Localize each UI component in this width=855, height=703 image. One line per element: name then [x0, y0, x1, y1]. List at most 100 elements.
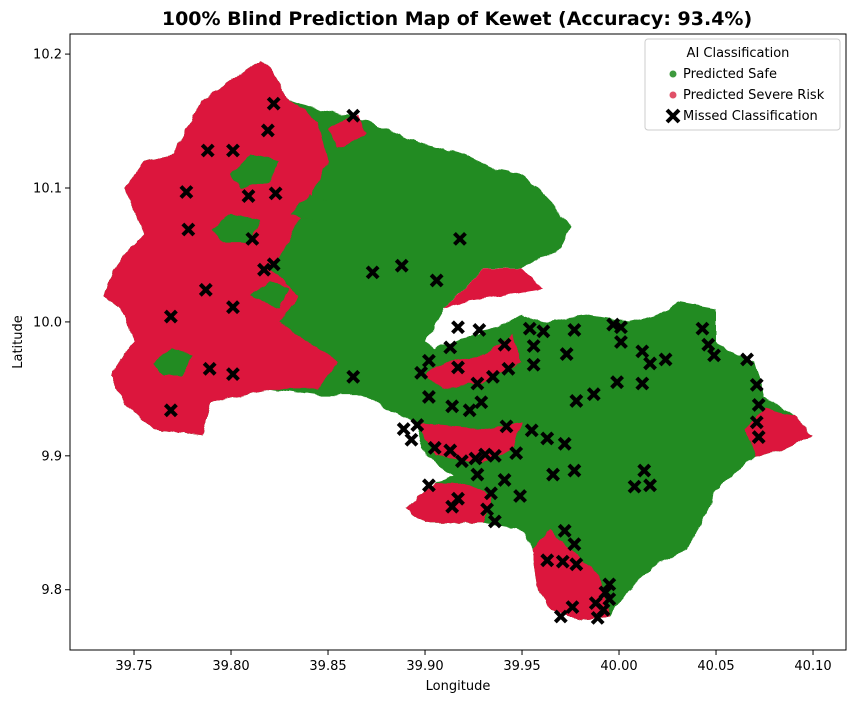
missed-point	[462, 403, 477, 418]
missed-point	[202, 361, 217, 376]
missed-point	[260, 123, 275, 138]
risk-region-3	[745, 409, 813, 456]
legend-title: AI Classification	[687, 46, 790, 61]
missed-point	[643, 356, 657, 371]
missed-point	[200, 143, 215, 158]
risk-region-0	[104, 60, 338, 436]
missed-point	[487, 514, 502, 529]
missed-point	[557, 523, 572, 538]
missed-point	[472, 323, 487, 337]
missed-point	[526, 357, 541, 372]
missed-point	[751, 430, 766, 444]
missed-point	[421, 478, 436, 493]
missed-point	[524, 423, 539, 438]
missed-point	[695, 321, 710, 336]
missed-point	[245, 231, 260, 246]
x-tick-label: 39.95	[503, 659, 540, 674]
y-tick-label: 9.9	[41, 449, 62, 464]
missed-point	[540, 431, 555, 446]
missed-point	[569, 557, 584, 572]
legend-label-safe: Predicted Safe	[683, 67, 777, 82]
missed-point	[480, 502, 495, 517]
missed-point	[266, 257, 281, 272]
missed-point	[429, 273, 444, 288]
missed-point	[658, 352, 673, 367]
missed-point	[499, 419, 514, 434]
missed-point	[635, 344, 650, 359]
missed-point	[453, 231, 467, 246]
missed-point	[486, 369, 500, 384]
legend: AI Classification Predicted Safe Predict…	[644, 38, 841, 131]
plot-frame	[69, 33, 847, 651]
missed-point	[421, 353, 436, 368]
legend-marker-risk	[669, 91, 677, 99]
missed-point	[474, 395, 489, 410]
missed-point	[478, 447, 493, 462]
missed-point	[163, 309, 178, 324]
missed-point	[557, 436, 572, 451]
missed-point	[513, 489, 527, 503]
missed-point	[365, 265, 380, 280]
missed-point	[257, 262, 271, 277]
y-axis-label: Latitude	[11, 315, 26, 369]
y-axis: 9.8 9.9 10.0 10.1 10.2	[33, 48, 70, 598]
missed-point	[451, 360, 465, 375]
missed-point	[627, 479, 642, 494]
legend-marker-safe	[669, 70, 677, 78]
missed-point	[346, 369, 361, 384]
missed-point	[484, 486, 498, 501]
missed-point	[163, 403, 178, 418]
missed-point	[404, 432, 419, 447]
safe-island-4	[250, 281, 290, 309]
missed-point	[540, 553, 555, 568]
legend-marker-missed	[665, 108, 681, 124]
missed-point	[749, 415, 764, 430]
missed-point	[567, 537, 582, 552]
missed-point	[445, 399, 460, 414]
missed-point	[181, 222, 196, 237]
missed-point	[268, 186, 283, 201]
missed-point	[497, 337, 512, 352]
x-axis-label: Longitude	[426, 679, 491, 694]
safe-island-1	[231, 154, 280, 188]
missed-point	[226, 367, 240, 382]
risk-region-6	[444, 268, 542, 309]
risk-region-5	[415, 422, 522, 463]
x-tick-label: 39.90	[406, 659, 443, 674]
risk-region-7	[328, 114, 367, 148]
chart-title: 100% Blind Prediction Map of Kewet (Accu…	[162, 8, 752, 30]
missed-point	[226, 300, 240, 315]
missed-point	[394, 258, 409, 273]
missed-point	[565, 600, 580, 615]
missed-point	[526, 339, 541, 353]
missed-point	[421, 389, 436, 404]
missed-point	[569, 394, 584, 408]
missed-point	[443, 340, 458, 355]
missed-point	[179, 185, 194, 199]
missed-point	[198, 282, 213, 297]
x-tick-label: 40.00	[600, 659, 637, 674]
x-tick-label: 40.05	[697, 659, 734, 674]
missed-point	[396, 422, 411, 436]
legend-label-risk: Predicted Severe Risk	[683, 88, 825, 103]
missed-point	[707, 348, 721, 363]
missed-point	[443, 443, 458, 458]
missed-point	[701, 337, 716, 352]
missed-point	[740, 352, 754, 367]
missed-point	[454, 454, 469, 469]
y-tick-label: 9.8	[41, 583, 62, 598]
missed-point	[614, 320, 628, 335]
missed-point	[445, 499, 460, 514]
missed-point	[586, 387, 601, 402]
legend-label-missed: Missed Classification	[683, 109, 818, 124]
missed-point	[410, 418, 425, 432]
missed-point	[602, 577, 617, 592]
missed-point	[567, 463, 582, 478]
missed-point	[635, 376, 650, 391]
missed-point	[501, 361, 516, 376]
missed-point	[266, 96, 281, 111]
missed-classification-markers	[163, 96, 766, 625]
safe-island-2	[289, 194, 328, 222]
y-tick-label: 10.2	[33, 48, 62, 63]
